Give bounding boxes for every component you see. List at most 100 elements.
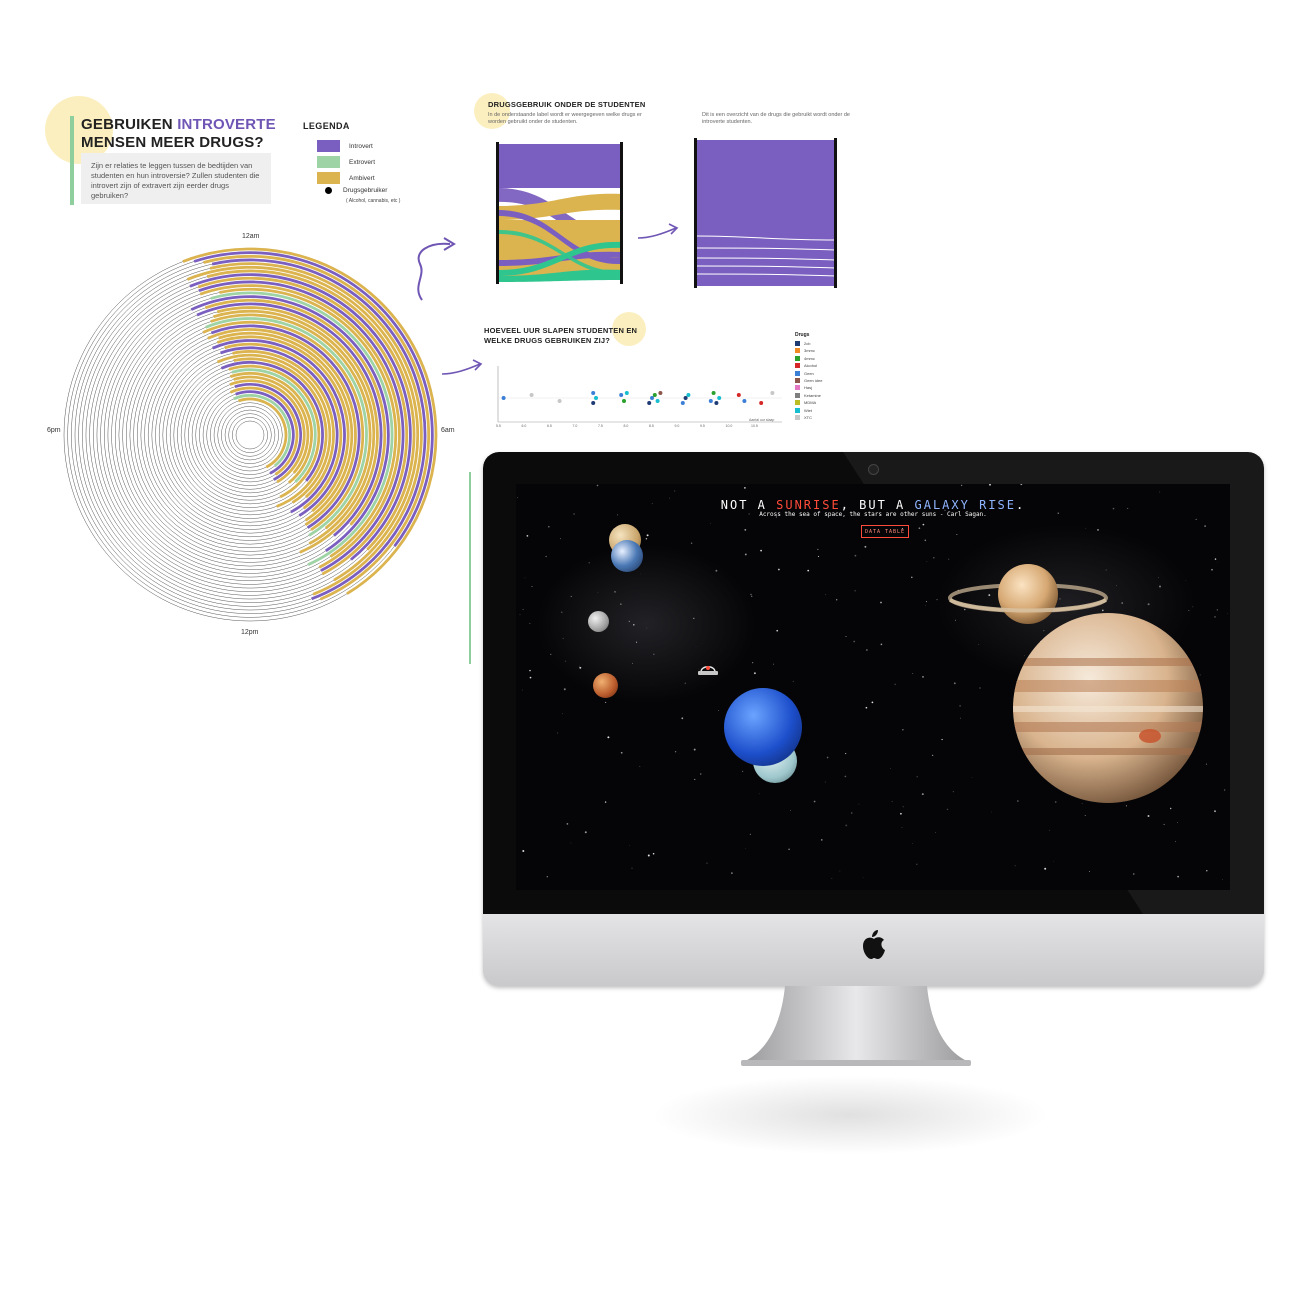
drug-legend-label: Wiet	[804, 407, 812, 413]
clock-label-right: 6am	[441, 427, 455, 434]
star	[629, 845, 630, 846]
star	[653, 653, 655, 655]
star	[1133, 873, 1135, 875]
star	[922, 676, 924, 678]
star	[936, 598, 938, 601]
star	[633, 624, 635, 626]
x-axis-tick-label: 9.0	[674, 424, 680, 428]
legend-label: Introvert	[349, 142, 373, 150]
star	[550, 653, 552, 655]
scatter-point	[717, 396, 722, 400]
star	[1205, 763, 1207, 765]
scatter-point	[624, 391, 629, 395]
clock-label-bottom: 12pm	[241, 629, 259, 636]
legend-label: Extrovert	[349, 158, 376, 166]
sleep-arc	[189, 273, 412, 561]
drug-legend-swatch	[795, 415, 800, 420]
sleep-title-line1: HOEVEEL UUR SLAPEN STUDENTEN EN	[484, 326, 638, 335]
star	[731, 872, 733, 874]
star	[889, 768, 891, 769]
star	[744, 529, 747, 531]
star	[1159, 585, 1161, 588]
star	[959, 717, 961, 719]
star	[955, 619, 957, 621]
title-accent-bar	[70, 116, 74, 205]
sleep-arc	[229, 386, 299, 476]
star	[640, 573, 641, 575]
sleep-arc	[196, 302, 383, 537]
scatter-point	[686, 393, 691, 397]
sleep-arc	[229, 372, 313, 484]
drug-legend-item: MDMA	[795, 400, 816, 406]
star	[1084, 814, 1086, 816]
star	[978, 644, 980, 645]
star	[979, 687, 981, 689]
neptune-planet[interactable]	[724, 688, 802, 766]
star	[760, 549, 762, 552]
star	[706, 862, 708, 864]
mars-planet[interactable]	[593, 673, 618, 698]
monitor-screen: NOT A SUNRISE, BUT A GALAXY RISE. Across…	[516, 484, 1230, 890]
scatter-point	[680, 401, 685, 405]
drug-legend-item: 3mmc	[795, 348, 815, 354]
x-axis-label: Aantal uur slaap	[749, 418, 775, 422]
star	[521, 689, 523, 691]
scatter-point	[622, 399, 626, 403]
ring	[96, 281, 404, 589]
infographic-title: GEBRUIKEN INTROVERTE MENSEN MEER DRUGS?	[81, 116, 276, 152]
spaceship-icon[interactable]	[697, 662, 719, 678]
title-line2: MENSEN MEER DRUGS?	[81, 134, 264, 151]
sleep-arc	[193, 251, 434, 548]
star	[844, 775, 847, 778]
data-table-button[interactable]: DATA TABLE	[861, 525, 909, 538]
drug-legend-item: Ketamine	[795, 392, 821, 398]
star	[880, 643, 883, 646]
x-axis-tick-label: 8.5	[649, 424, 654, 428]
star	[854, 554, 857, 557]
sleep-arc	[207, 328, 357, 526]
sankey-panel-text-right: Dit is een overzicht van de drugs die ge…	[702, 112, 850, 125]
scatter-point	[655, 399, 660, 403]
stand-shadow	[650, 1075, 1050, 1155]
star	[556, 732, 559, 734]
sleep-arc	[232, 350, 335, 499]
legend-label: Drugsgebruiker	[343, 187, 388, 194]
star	[560, 538, 561, 540]
scatter-point	[711, 391, 716, 395]
star	[880, 601, 882, 604]
scatter-point	[591, 401, 596, 405]
title-accent: INTROVERTE	[177, 116, 276, 133]
drug-legend-item: Geen	[795, 370, 814, 376]
star	[588, 562, 590, 564]
star	[758, 793, 760, 795]
sleep-arc	[219, 287, 398, 558]
x-axis-tick-label: 5.5	[496, 424, 501, 428]
star	[1211, 568, 1213, 571]
star	[902, 729, 904, 731]
star	[531, 585, 533, 588]
scatter-points	[501, 391, 775, 405]
sleep-arc	[211, 339, 346, 517]
star	[570, 842, 572, 844]
star	[1125, 805, 1127, 807]
x-axis-tick-label: 8.0	[623, 424, 629, 428]
sleep-arc	[211, 258, 427, 601]
sleep-arc	[204, 298, 387, 526]
x-axis-tick-label: 7.5	[598, 424, 603, 428]
scatter-point	[683, 396, 688, 400]
star	[743, 486, 746, 489]
star	[1175, 841, 1176, 843]
star	[522, 608, 524, 611]
star	[578, 665, 580, 667]
star	[565, 660, 566, 662]
star	[1121, 602, 1124, 604]
star	[1105, 569, 1107, 571]
star	[1177, 821, 1178, 823]
jupiter-planet[interactable]	[1010, 610, 1206, 806]
sleep-arc	[234, 383, 302, 481]
star	[1089, 870, 1090, 872]
earth-planet[interactable]	[611, 540, 643, 572]
saturn-planet[interactable]	[948, 556, 1108, 636]
moon-planet[interactable]	[588, 611, 609, 632]
star	[871, 701, 874, 704]
